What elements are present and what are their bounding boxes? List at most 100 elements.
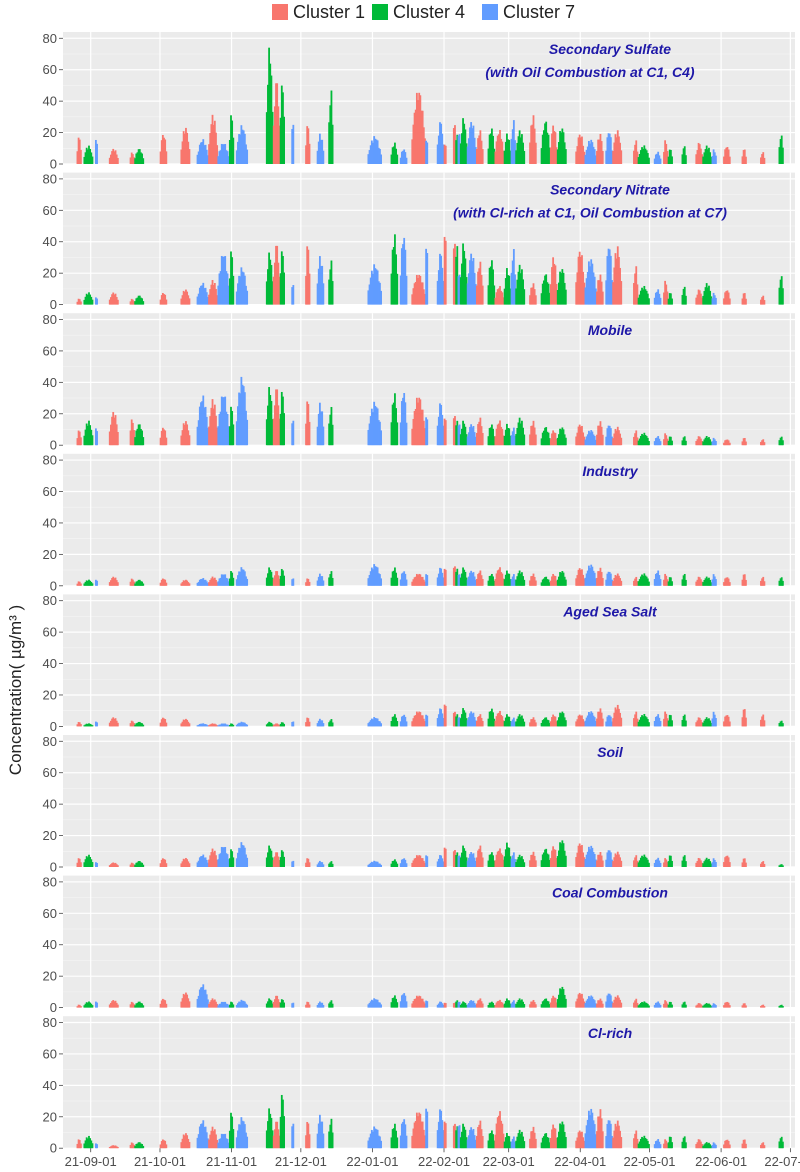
bar-cluster-1 xyxy=(583,721,586,727)
bar-cluster-7 xyxy=(442,425,445,446)
bar-cluster-1 xyxy=(133,301,135,305)
bar-cluster-1 xyxy=(443,418,446,446)
bar-cluster-7 xyxy=(591,263,594,305)
bar-cluster-1 xyxy=(478,421,481,446)
bar-cluster-4 xyxy=(88,145,90,164)
bar-cluster-1 xyxy=(598,711,601,727)
bar-cluster-4 xyxy=(557,1131,560,1149)
bar-cluster-7 xyxy=(608,993,611,1008)
bar-cluster-1 xyxy=(599,998,602,1008)
bar-cluster-1 xyxy=(664,433,667,446)
bar-cluster-7 xyxy=(467,432,470,446)
bar-cluster-7 xyxy=(291,423,294,446)
bar-cluster-7 xyxy=(321,411,324,446)
bar-cluster-4 xyxy=(682,148,685,164)
bar-cluster-1 xyxy=(305,582,307,586)
bar-cluster-7 xyxy=(586,851,589,867)
bar-cluster-4 xyxy=(542,719,545,727)
bar-cluster-1 xyxy=(612,1137,615,1149)
bar-cluster-1 xyxy=(745,156,747,164)
y-tick-label: 60 xyxy=(43,765,57,780)
bar-cluster-7 xyxy=(235,291,238,305)
bar-cluster-7 xyxy=(400,716,403,727)
bar-cluster-4 xyxy=(230,251,232,305)
bar-cluster-7 xyxy=(611,280,613,305)
bar-cluster-7 xyxy=(590,711,593,727)
bar-cluster-1 xyxy=(534,434,537,446)
bar-cluster-4 xyxy=(390,577,393,586)
bar-cluster-7 xyxy=(370,140,373,164)
bar-cluster-7 xyxy=(200,142,202,164)
bar-cluster-7 xyxy=(237,1130,239,1149)
bar-cluster-7 xyxy=(659,1144,662,1149)
bar-cluster-7 xyxy=(586,998,589,1008)
bar-cluster-4 xyxy=(88,420,90,446)
bar-cluster-4 xyxy=(280,568,283,586)
bar-cluster-1 xyxy=(420,998,423,1008)
bar-cluster-1 xyxy=(306,1001,309,1008)
bar-cluster-1 xyxy=(761,1005,763,1008)
bar-cluster-1 xyxy=(272,125,275,164)
bar-cluster-7 xyxy=(591,996,594,1008)
bar-cluster-1 xyxy=(497,423,500,446)
bar-cluster-1 xyxy=(114,293,117,305)
bar-cluster-4 xyxy=(280,999,283,1008)
bar-cluster-4 xyxy=(135,1003,138,1008)
bar-cluster-7 xyxy=(204,287,207,305)
bar-cluster-7 xyxy=(242,1121,245,1149)
bar-cluster-7 xyxy=(196,296,199,305)
bar-cluster-1 xyxy=(108,431,111,446)
bar-cluster-7 xyxy=(245,410,247,446)
bar-cluster-1 xyxy=(129,864,132,867)
bar-cluster-7 xyxy=(375,269,378,305)
bar-cluster-4 xyxy=(507,139,509,164)
bar-cluster-4 xyxy=(487,285,490,305)
bar-cluster-4 xyxy=(83,1005,86,1008)
bar-cluster-1 xyxy=(725,1002,728,1008)
bar-cluster-7 xyxy=(240,267,243,305)
bar-cluster-7 xyxy=(439,567,441,586)
bar-cluster-1 xyxy=(596,434,598,446)
legend-label: Cluster 1 xyxy=(293,1,366,22)
bar-cluster-7 xyxy=(473,717,476,727)
bar-cluster-4 xyxy=(455,425,458,446)
bar-cluster-1 xyxy=(443,236,446,305)
bar-cluster-1 xyxy=(549,858,552,867)
bar-cluster-1 xyxy=(529,295,531,305)
bar-cluster-1 xyxy=(697,857,700,867)
bar-cluster-7 xyxy=(317,413,320,446)
bar-cluster-7 xyxy=(217,1005,220,1008)
bar-cluster-1 xyxy=(665,1140,668,1149)
bar-cluster-4 xyxy=(395,717,397,727)
bar-cluster-4 xyxy=(562,989,565,1008)
bar-cluster-1 xyxy=(695,297,698,305)
panel-subtitle: (with Cl-rich at C1, Oil Combustion at C… xyxy=(453,205,727,221)
bar-cluster-1 xyxy=(477,850,479,867)
bar-cluster-1 xyxy=(725,856,728,867)
bar-cluster-1 xyxy=(554,1128,557,1149)
bar-cluster-4 xyxy=(519,1133,522,1149)
bar-cluster-4 xyxy=(509,435,512,446)
bar-cluster-1 xyxy=(553,997,556,1008)
bar-cluster-1 xyxy=(165,1003,168,1008)
y-tick-label: 80 xyxy=(43,171,57,186)
bar-cluster-4 xyxy=(91,435,94,446)
bar-cluster-4 xyxy=(563,434,566,446)
bar-cluster-4 xyxy=(231,257,234,305)
bar-cluster-1 xyxy=(130,1001,133,1008)
bar-cluster-7 xyxy=(222,723,224,727)
bar-cluster-1 xyxy=(500,290,503,305)
bar-cluster-7 xyxy=(227,426,230,446)
bar-cluster-4 xyxy=(509,1003,512,1008)
bar-cluster-1 xyxy=(419,275,422,305)
bar-cluster-1 xyxy=(620,1137,623,1149)
bar-cluster-1 xyxy=(762,576,765,586)
bar-cluster-1 xyxy=(210,407,213,446)
bar-cluster-1 xyxy=(477,717,479,727)
bar-cluster-1 xyxy=(724,1002,727,1008)
bar-cluster-4 xyxy=(708,718,710,727)
bar-cluster-7 xyxy=(588,140,590,164)
bar-cluster-4 xyxy=(705,1002,708,1008)
bar-cluster-4 xyxy=(395,254,397,305)
bar-cluster-7 xyxy=(402,572,404,586)
